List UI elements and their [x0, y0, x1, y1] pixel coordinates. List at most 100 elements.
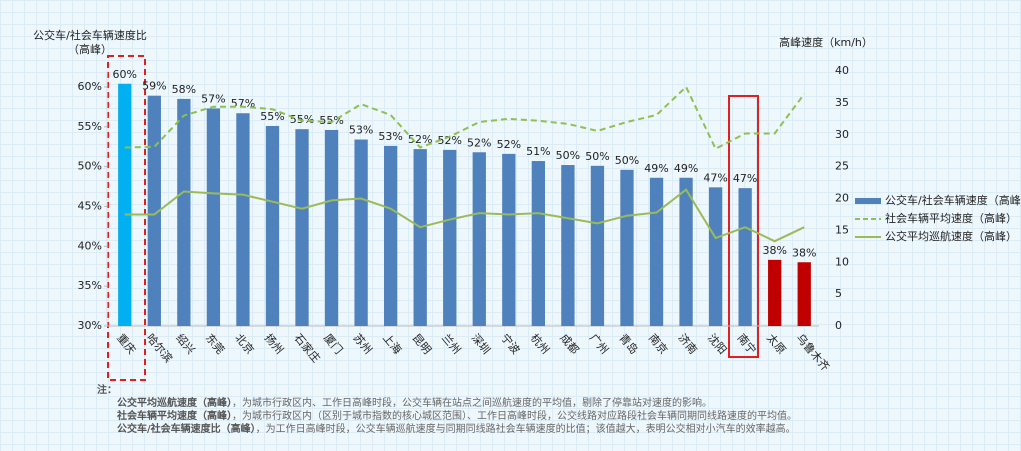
- x-tick-label: 南京: [646, 331, 671, 357]
- x-tick-label: 哈尔滨: [144, 331, 176, 365]
- bar: [177, 98, 191, 326]
- y-axis-title: （高峰）: [68, 42, 112, 56]
- data-label: 58%: [172, 83, 196, 96]
- legend-swatch: [855, 198, 881, 204]
- bar: [206, 108, 221, 326]
- y-tick-label: 40%: [78, 239, 102, 252]
- data-label: 55%: [260, 110, 284, 123]
- x-tick-label: 重庆: [114, 331, 139, 357]
- bar: [472, 152, 486, 326]
- legend-label: 公交平均巡航速度（高峰）: [885, 229, 1017, 243]
- bar: [797, 262, 811, 326]
- note-term: 公交车/社会车辆速度比（高峰）: [117, 424, 256, 435]
- legend-label: 公交车/社会车辆速度（高峰）: [885, 193, 1021, 207]
- data-label: 38%: [792, 246, 816, 259]
- note-text: ，为城市行政区内、工作日高峰时段，公交车辆在站点之间巡航速度的平均值，剔除了停靠…: [232, 398, 712, 409]
- bar: [679, 177, 693, 326]
- data-label: 49%: [644, 162, 668, 175]
- y-tick-label: 55%: [78, 120, 102, 133]
- data-label: 53%: [378, 130, 402, 143]
- note-text: ，为工作日高峰时段，公交车辆巡航速度与同期同线路社会车辆速度的比值；该值越大，表…: [255, 424, 796, 435]
- bar: [768, 259, 782, 326]
- bar: [649, 177, 664, 326]
- data-label: 50%: [615, 154, 639, 167]
- x-tick-label: 东莞: [203, 332, 227, 357]
- bar: [118, 83, 132, 326]
- x-tick-label: 南宁: [735, 331, 760, 357]
- y2-tick-label: 35: [835, 96, 849, 109]
- y-tick-label: 50%: [78, 160, 102, 173]
- y-tick-label: 60%: [78, 80, 102, 93]
- x-tick-label: 成都: [557, 332, 581, 357]
- x-tick-label: 济南: [675, 331, 700, 357]
- x-tick-label: 广州: [587, 332, 611, 357]
- y-tick-label: 35%: [78, 279, 102, 292]
- highlight-box: [107, 55, 146, 381]
- data-label: 51%: [526, 145, 550, 158]
- bar: [147, 95, 161, 326]
- x-tick-label: 苏州: [351, 332, 375, 357]
- data-label: 57%: [231, 97, 255, 110]
- y2-tick-label: 30: [835, 128, 849, 141]
- x-tick-label: 厦门: [321, 331, 346, 357]
- y-axis-title: 公交车/社会车辆速度比: [33, 28, 147, 42]
- y2-tick-label: 15: [835, 223, 849, 236]
- data-label: 52%: [408, 133, 432, 146]
- line: [124, 85, 806, 151]
- note: 公交平均巡航速度（高峰），为城市行政区内、工作日高峰时段，公交车辆在站点之间巡航…: [97, 397, 797, 410]
- bar: [738, 188, 752, 326]
- data-label: 59%: [142, 80, 166, 93]
- data-label: 38%: [762, 244, 786, 257]
- bar: [443, 149, 457, 326]
- data-label: 52%: [438, 134, 462, 147]
- data-label: 53%: [349, 124, 373, 137]
- bar: [236, 113, 250, 326]
- line: [124, 188, 805, 243]
- x-tick-label: 北京: [232, 331, 257, 357]
- data-label: 47%: [733, 172, 757, 185]
- data-label: 52%: [497, 138, 521, 151]
- x-tick-label: 深圳: [469, 332, 493, 357]
- x-tick-label: 兰州: [439, 332, 463, 357]
- data-label: 47%: [703, 171, 727, 184]
- bar: [265, 125, 280, 326]
- bar: [708, 187, 723, 326]
- x-tick-label: 杭州: [528, 331, 553, 357]
- bar: [295, 129, 309, 326]
- note-text: ，为城市行政区内（区别于城市指数的核心城区范围）、工作日高峰时段，公交线路对应路…: [232, 411, 797, 422]
- data-label: 57%: [201, 92, 225, 105]
- data-label: 60%: [113, 68, 137, 81]
- note: 社会车辆平均速度（高峰），为城市行政区内（区别于城市指数的核心城区范围）、工作日…: [97, 410, 797, 423]
- bar: [561, 165, 575, 326]
- x-tick-label: 扬州: [262, 331, 287, 357]
- notes-label: 注：: [97, 384, 797, 397]
- bar: [413, 149, 427, 326]
- y2-tick-label: 10: [835, 255, 849, 268]
- note-term: 公交平均巡航速度（高峰）: [117, 398, 232, 409]
- y2-tick-label: 5: [835, 287, 842, 300]
- x-tick-label: 沈阳: [705, 331, 730, 357]
- x-tick-label: 青岛: [616, 331, 641, 357]
- x-tick-label: 乌鲁木齐: [794, 331, 833, 374]
- bar: [620, 169, 634, 326]
- x-tick-label: 上海: [380, 331, 405, 357]
- legend-label: 社会车辆平均速度（高峰）: [885, 211, 1017, 225]
- data-label: 49%: [674, 162, 698, 175]
- bar: [354, 139, 368, 326]
- data-label: 50%: [556, 149, 580, 162]
- x-tick-label: 石家庄: [291, 331, 323, 365]
- bar: [531, 161, 546, 326]
- note-term: 社会车辆平均速度（高峰）: [117, 411, 232, 422]
- y2-tick-label: 25: [835, 160, 849, 173]
- y2-tick-label: 40: [835, 64, 849, 77]
- x-tick-label: 绍兴: [173, 331, 198, 357]
- bar: [324, 129, 339, 326]
- x-tick-label: 昆明: [410, 332, 434, 357]
- x-tick-label: 太原: [764, 332, 788, 357]
- highlight-box: [728, 95, 759, 358]
- y-tick-label: 45%: [78, 199, 102, 212]
- y2-tick-label: 0: [835, 319, 842, 332]
- note: 公交车/社会车辆速度比（高峰），为工作日高峰时段，公交车辆巡航速度与同期同线路社…: [97, 423, 797, 436]
- bar: [383, 145, 398, 326]
